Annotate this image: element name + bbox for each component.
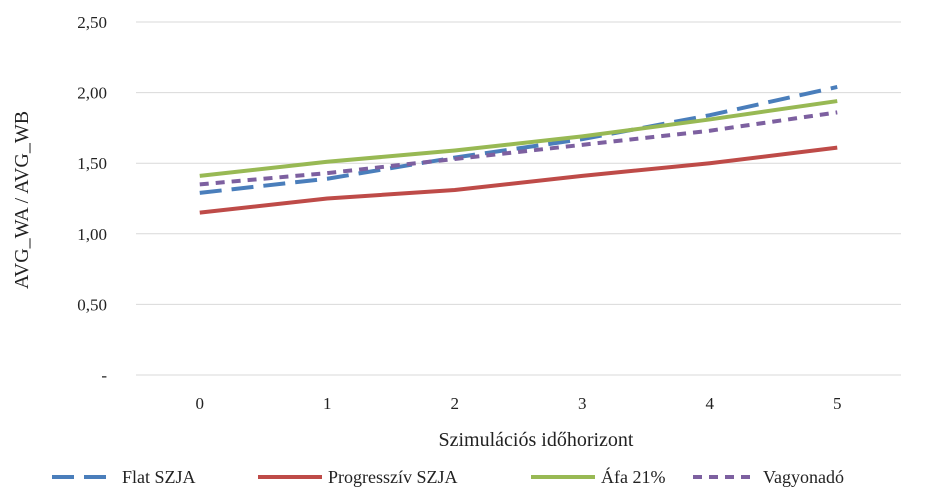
x-tick-label: 1	[323, 394, 332, 413]
x-tick-labels: 0 1 2 3 4 5	[196, 394, 842, 413]
gridlines	[136, 21, 901, 376]
series-line-2	[199, 99, 838, 178]
legend-label: Progresszív SZJA	[328, 467, 458, 487]
y-tick-label: 2,50	[77, 13, 107, 32]
legend-label: Vagyonadó	[763, 467, 844, 487]
series-line-0	[199, 84, 838, 195]
legend-label: Áfa 21%	[601, 466, 665, 487]
x-tick-label: 5	[833, 394, 842, 413]
y-tick-label: -	[101, 366, 107, 385]
series-lines	[199, 84, 838, 215]
x-tick-label: 2	[451, 394, 460, 413]
x-tick-label: 3	[578, 394, 587, 413]
y-tick-label: 2,00	[77, 84, 107, 103]
x-tick-label: 0	[196, 394, 205, 413]
x-axis-title: Szimulációs időhorizont	[439, 429, 634, 451]
series-line-1	[199, 145, 838, 215]
y-axis-title: AVG_WA / AVG_WB	[11, 111, 33, 289]
y-tick-label: 1,00	[77, 225, 107, 244]
y-tick-label: 0,50	[77, 295, 107, 314]
x-tick-label: 4	[706, 394, 715, 413]
legend: Flat SZJA Progresszív SZJA Áfa 21% Vagyonad…	[52, 466, 844, 487]
y-tick-label: 1,50	[77, 154, 107, 173]
series-line-3	[199, 110, 838, 187]
legend-label: Flat SZJA	[122, 467, 196, 487]
y-tick-labels: - 0,50 1,00 1,50 2,00 2,50	[77, 13, 107, 385]
